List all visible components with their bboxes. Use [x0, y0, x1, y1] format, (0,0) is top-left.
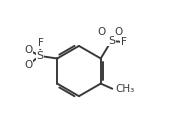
Text: O: O: [24, 60, 33, 70]
Text: CH₃: CH₃: [116, 84, 135, 94]
Text: O: O: [24, 45, 33, 55]
Text: S: S: [36, 51, 43, 61]
Text: F: F: [38, 38, 44, 48]
Text: F: F: [121, 37, 127, 47]
Text: O: O: [115, 27, 123, 37]
Text: S: S: [108, 36, 115, 46]
Text: O: O: [98, 27, 106, 37]
